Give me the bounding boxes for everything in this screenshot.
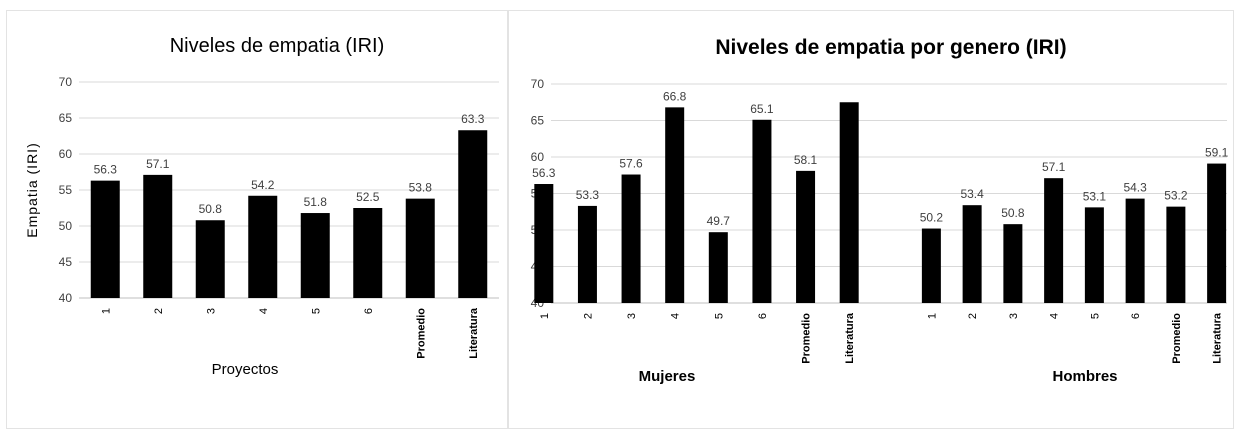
x-tick-label: Literatura <box>844 312 856 364</box>
bar-promedio <box>405 198 435 298</box>
bar-1 <box>90 180 120 298</box>
y-axis-label: Empatia (IRI) <box>24 142 40 237</box>
data-label: 65.1 <box>750 102 774 116</box>
data-label: 50.8 <box>1001 206 1025 220</box>
group-label-mujeres: Mujeres <box>639 368 696 385</box>
bar-hombres-5 <box>1084 207 1104 303</box>
data-label: 53.3 <box>576 188 600 202</box>
bar-hombres-6 <box>1125 198 1145 303</box>
bar-4 <box>248 195 278 298</box>
y-tick-label: 65 <box>531 114 545 128</box>
bar-hombres-4 <box>1044 178 1064 303</box>
group-label-hombres: Hombres <box>1052 368 1117 385</box>
x-tick-label: 5 <box>310 308 322 314</box>
bar-hombres-3 <box>1003 224 1023 303</box>
x-tick-label: 6 <box>1130 313 1142 319</box>
bar-hombres-promedio <box>1166 206 1186 303</box>
x-tick-label: 2 <box>582 313 594 319</box>
data-label: 56.3 <box>94 163 118 177</box>
data-label: 53.4 <box>960 187 984 201</box>
data-label: 53.2 <box>1164 189 1188 203</box>
chart-empatia-svg: Niveles de empatia (IRI)40455055606570Em… <box>24 35 499 378</box>
x-tick-label: Promedio <box>1171 313 1183 364</box>
data-label: 50.8 <box>199 202 223 216</box>
data-label: 54.3 <box>1123 181 1147 195</box>
x-tick-label: Literatura <box>468 307 480 359</box>
x-tick-label: 3 <box>205 308 217 314</box>
y-tick-label: 45 <box>59 255 73 269</box>
bar-5 <box>300 213 330 298</box>
data-label: 53.1 <box>1083 189 1107 203</box>
bar-mujeres-2 <box>577 205 597 303</box>
data-label: 54.2 <box>251 178 275 192</box>
x-tick-label: 4 <box>1049 313 1061 319</box>
data-label: 57.1 <box>146 157 170 171</box>
x-tick-label: 1 <box>539 313 551 319</box>
y-tick-label: 70 <box>531 77 545 91</box>
bar-mujeres-promedio <box>796 170 816 303</box>
data-label: 51.8 <box>304 195 328 209</box>
bar-2 <box>143 174 173 298</box>
data-label: 59.1 <box>1205 146 1229 160</box>
data-label: 49.7 <box>707 214 731 228</box>
data-label: 50.2 <box>920 211 944 225</box>
y-tick-label: 60 <box>531 150 545 164</box>
x-tick-label: 6 <box>363 308 375 314</box>
data-label: 52.5 <box>356 190 380 204</box>
x-tick-label: 3 <box>626 313 638 319</box>
bar-mujeres-1 <box>534 184 554 303</box>
x-tick-label: 5 <box>1089 313 1101 319</box>
data-label: 57.6 <box>619 157 643 171</box>
bar-mujeres-4 <box>665 107 685 303</box>
bar-literatura <box>458 130 488 298</box>
chart-panel-empatia-genero: Niveles de empatia por genero (IRI)40455… <box>508 10 1234 429</box>
bar-mujeres-5 <box>708 232 728 303</box>
y-tick-label: 65 <box>59 111 73 125</box>
x-tick-label: 4 <box>670 313 682 319</box>
chart-empatia-genero-svg: Niveles de empatia por genero (IRI)40455… <box>531 36 1229 385</box>
x-tick-label: 1 <box>926 313 938 319</box>
x-axis-label: Proyectos <box>212 361 279 378</box>
y-tick-label: 70 <box>59 75 73 89</box>
x-tick-label: 5 <box>713 313 725 319</box>
x-tick-label: Literatura <box>1212 312 1224 364</box>
x-tick-label: 2 <box>153 308 165 314</box>
y-tick-label: 40 <box>59 291 73 305</box>
x-tick-label: Promedio <box>801 313 813 364</box>
data-label: 56.3 <box>532 166 556 180</box>
chart-title: Niveles de empatia (IRI) <box>170 35 385 57</box>
data-label: 53.8 <box>409 181 433 195</box>
bar-hombres-2 <box>962 205 982 303</box>
data-label: 63.3 <box>461 112 485 126</box>
x-tick-label: 4 <box>258 308 270 314</box>
x-tick-label: 2 <box>967 313 979 319</box>
data-label: 66.8 <box>663 89 687 103</box>
bar-mujeres-3 <box>621 174 641 303</box>
y-tick-label: 60 <box>59 147 73 161</box>
bar-hombres-literatura <box>1207 163 1227 303</box>
chart-title: Niveles de empatia por genero (IRI) <box>715 36 1066 59</box>
bar-6 <box>353 208 383 298</box>
bar-hombres-1 <box>921 228 941 303</box>
y-tick-label: 50 <box>59 219 73 233</box>
x-tick-label: 1 <box>100 308 112 314</box>
data-label: 58.1 <box>794 153 818 167</box>
bar-mujeres-6 <box>752 119 772 304</box>
y-tick-label: 55 <box>59 183 73 197</box>
bar-mujeres-literatura <box>839 102 859 303</box>
x-tick-label: 3 <box>1008 313 1020 319</box>
x-tick-label: 6 <box>757 313 769 319</box>
chart-panel-empatia: Niveles de empatia (IRI) 40 45 50 55 60 65 70 Em… <box>6 10 508 429</box>
data-label: 57.1 <box>1042 160 1066 174</box>
bar-3 <box>195 220 225 298</box>
x-tick-label: Promedio <box>415 308 427 359</box>
